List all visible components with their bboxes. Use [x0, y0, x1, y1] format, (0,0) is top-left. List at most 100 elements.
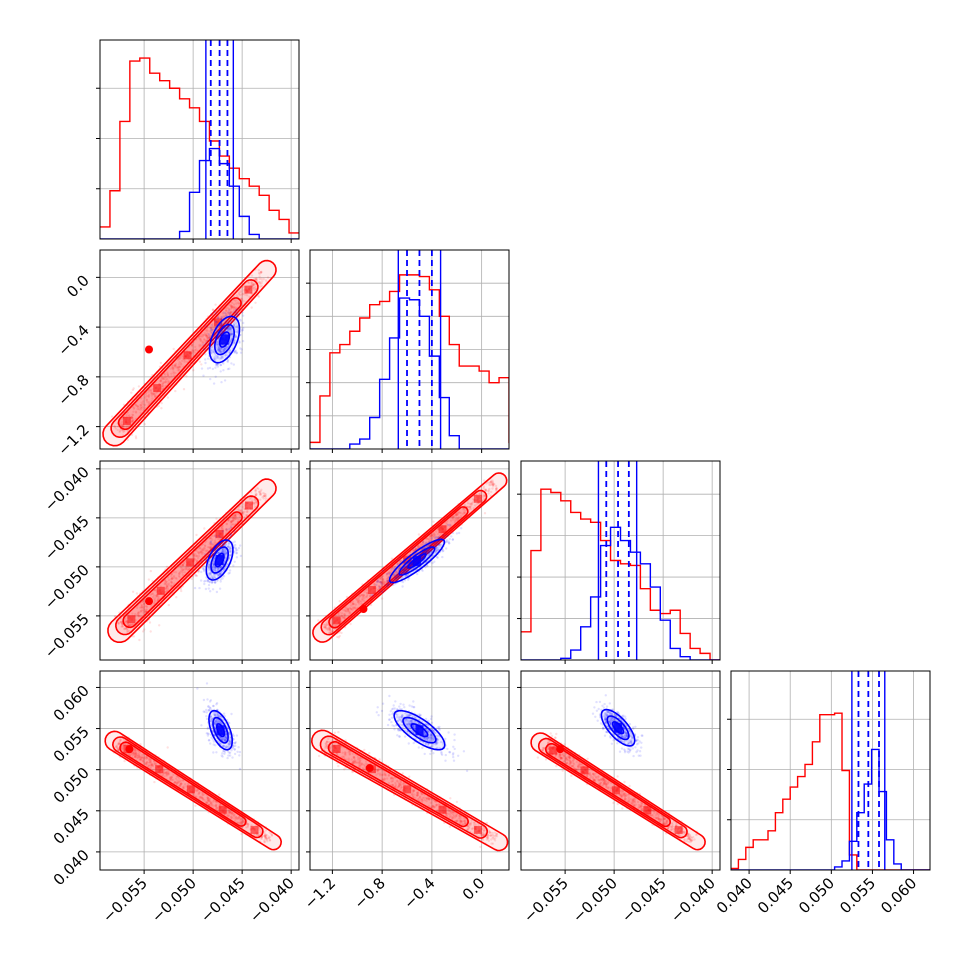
blue-sample-point — [212, 751, 215, 754]
blue-sample-point — [406, 569, 410, 573]
blue-sample-point — [221, 542, 225, 545]
red-sample-point — [117, 622, 120, 625]
red-sample-point — [488, 482, 491, 485]
blue-sample-point — [236, 328, 240, 331]
red-sample-point — [334, 628, 337, 631]
red-sample-point — [213, 539, 217, 542]
red-sample-point — [455, 513, 459, 516]
red-sample-point — [173, 781, 176, 785]
red-sample-point — [239, 290, 242, 293]
red-sample-point — [183, 358, 186, 362]
red-sample-point — [352, 607, 355, 610]
red-sample-point — [180, 567, 183, 570]
histogram-blue-series — [731, 748, 930, 870]
red-sample-point — [159, 380, 162, 383]
red-sample-point — [228, 811, 231, 815]
red-sample-point — [380, 597, 384, 600]
red-sample-point — [254, 285, 257, 289]
blue-sample-point — [222, 712, 226, 715]
blue-sample-point — [223, 541, 226, 544]
blue-sample-point — [223, 738, 226, 741]
blue-sample-point — [212, 740, 216, 743]
blue-sample-point — [217, 714, 220, 717]
red-sample-point — [225, 813, 229, 816]
red-density-cell — [214, 318, 222, 327]
blue-sample-point — [227, 358, 230, 361]
red-sample-point — [125, 426, 129, 429]
red-sample-point — [322, 626, 326, 629]
red-sample-point — [145, 399, 148, 402]
blue-sample-point — [212, 563, 215, 567]
red-sample-point — [199, 795, 202, 799]
red-sample-point — [133, 747, 136, 751]
blue-sample-point — [214, 581, 217, 584]
red-sample-point — [120, 620, 123, 623]
blue-sample-point — [219, 350, 222, 353]
blue-sample-point — [230, 321, 233, 324]
red-sample-point — [237, 291, 241, 294]
red-sample-point — [250, 496, 253, 499]
red-sample-point — [192, 555, 195, 558]
red-sample-point — [265, 837, 268, 840]
red-sample-point — [490, 490, 493, 494]
red-sample-point — [132, 418, 135, 422]
blue-sample-point — [413, 546, 417, 549]
red-sample-point — [215, 804, 218, 807]
red-sample-point — [136, 756, 139, 760]
red-sample-point — [204, 333, 208, 336]
red-sample-point — [338, 611, 341, 614]
blue-sample-point — [229, 739, 232, 742]
red-sample-point — [166, 586, 169, 589]
red-sample-point — [243, 515, 246, 519]
red-sample-point — [153, 760, 156, 763]
red-sample-point — [131, 753, 134, 756]
blue-sample-point — [433, 560, 436, 563]
red-sample-point — [255, 500, 258, 503]
red-sample-point — [116, 428, 119, 432]
red-sample-point — [166, 373, 170, 377]
red-sample-point — [378, 580, 381, 584]
red-sample-point — [358, 595, 361, 598]
blue-sample-point — [232, 363, 235, 366]
red-sample-point — [148, 758, 151, 761]
red-sample-point — [179, 587, 183, 591]
blue-sample-point — [428, 552, 431, 555]
red-sample-point — [166, 372, 169, 376]
red-sample-point — [191, 349, 194, 352]
blue-sample-point — [216, 719, 219, 722]
panel-frame-1-0 — [99, 249, 300, 450]
red-sample-point — [147, 394, 150, 398]
blue-sample-point — [379, 581, 382, 584]
red-sample-point — [136, 404, 139, 408]
red-sample-point — [153, 762, 156, 765]
red-sample-point — [170, 578, 173, 581]
blue-sample-point — [238, 341, 241, 344]
red-sample-point — [265, 837, 268, 841]
blue-sample-point — [219, 357, 223, 360]
red-sample-point — [267, 836, 271, 840]
red-sample-point — [178, 571, 182, 574]
blue-sample-point — [193, 586, 197, 590]
red-sample-point — [234, 815, 237, 819]
red-sample-point — [254, 492, 257, 495]
blue-sample-point — [234, 314, 237, 317]
red-sample-point — [380, 584, 384, 588]
blue-sample-point — [231, 332, 234, 335]
red-sample-point — [228, 810, 231, 813]
red-sample-point — [178, 780, 181, 783]
red-sample-point — [186, 568, 190, 572]
red-sample-point — [455, 519, 458, 522]
red-sample-point — [138, 756, 141, 759]
red-sample-point — [451, 516, 454, 519]
red-sample-point — [241, 505, 244, 509]
blue-sample-point — [416, 572, 419, 576]
blue-sample-point — [211, 738, 214, 741]
red-sample-point — [143, 602, 146, 605]
red-sample-point — [260, 271, 263, 274]
red-sample-point — [253, 503, 256, 506]
blue-sample-point — [194, 564, 197, 567]
red-sample-point — [217, 315, 220, 319]
blue-mode-cell — [412, 555, 421, 566]
red-sample-point — [211, 345, 214, 348]
blue-sample-point — [229, 327, 232, 330]
